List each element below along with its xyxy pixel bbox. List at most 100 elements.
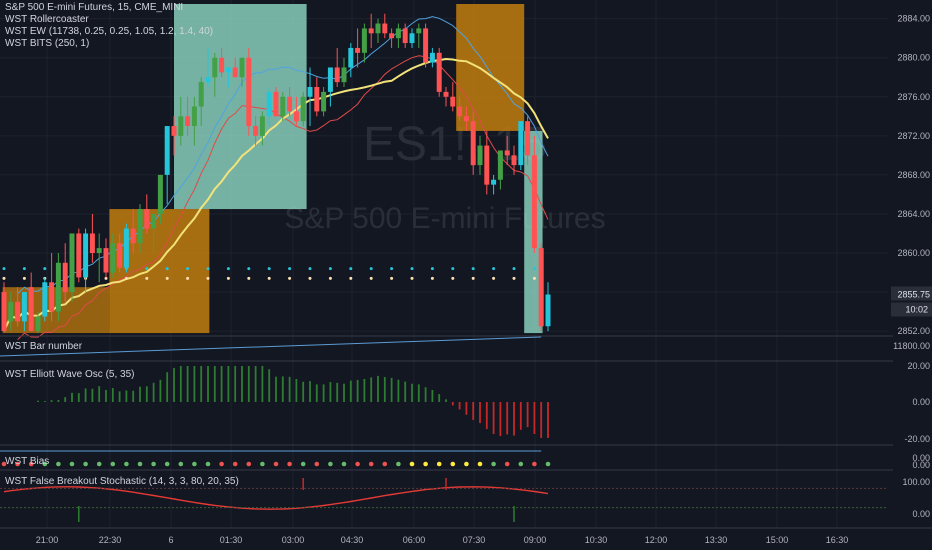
legend-ew[interactable]: WST EW (11738, 0.25, 0.25, 1.05, 1.2, 1.…	[5, 26, 214, 37]
candle-body	[62, 262, 68, 293]
ew-center-line	[3, 57, 549, 332]
bits-dot-cream	[104, 276, 108, 280]
candle-body	[164, 126, 170, 175]
bits-dot-cyan	[247, 267, 251, 271]
candle-body	[497, 150, 503, 180]
time-tick-0: 21:00	[36, 535, 59, 545]
bits-dot-cyan	[451, 267, 455, 271]
candle-body	[151, 213, 157, 229]
time-tick-11: 13:30	[705, 535, 728, 545]
bits-dot-cyan	[226, 267, 230, 271]
candle-body	[409, 33, 415, 44]
candle-body	[123, 228, 129, 268]
bits-dot-cream	[186, 276, 190, 280]
symbol-title[interactable]: S&P 500 E-mini Futures, 15, CME_MINI	[5, 2, 184, 13]
bits-dot-cyan	[532, 267, 536, 271]
candle-body	[8, 301, 14, 322]
bits-dot-cyan	[308, 267, 312, 271]
candle-body	[232, 67, 238, 78]
candle-body	[491, 179, 497, 185]
bits-dot-cyan	[492, 267, 496, 271]
price-tick-5: 2864.00	[897, 209, 930, 219]
legend-stochastic[interactable]: WST False Breakout Stochastic (14, 3, 3,…	[5, 476, 239, 487]
bias-dot	[151, 461, 156, 467]
bias-dot	[15, 461, 20, 467]
bias-dot	[137, 461, 143, 467]
candle-body	[334, 67, 340, 83]
bits-dot-cream	[430, 276, 434, 280]
bias-dot	[423, 461, 428, 467]
candle-body	[545, 294, 551, 327]
candle-body	[361, 28, 367, 53]
bits-dot-cyan	[369, 267, 373, 271]
bits-dot-cream	[512, 276, 516, 280]
candle-body	[429, 52, 435, 63]
candle-body	[259, 116, 265, 136]
bias-dot	[396, 461, 401, 467]
candle-body	[518, 121, 524, 166]
bits-dot-cream	[410, 276, 414, 280]
bias-dot	[491, 461, 496, 467]
bits-dot-cream	[267, 276, 271, 280]
bias-dot	[1, 461, 7, 467]
price-tick-3: 2872.00	[897, 131, 930, 141]
price-axis-bg	[893, 0, 932, 528]
bias-dot	[205, 461, 211, 467]
candle-body	[525, 121, 531, 156]
bits-dot-cream	[349, 276, 353, 280]
bar-number-line	[0, 336, 542, 357]
candle-body	[307, 87, 313, 97]
bits-dot-cream	[226, 276, 230, 280]
bias-dot	[42, 461, 48, 467]
candle-body	[504, 150, 510, 156]
time-tick-8: 09:00	[524, 535, 547, 545]
stoch-tick-0: 0.00	[912, 509, 930, 519]
bits-dot-cyan	[22, 267, 26, 271]
legend-bias[interactable]: WST Bias	[5, 456, 50, 467]
bias-tick-1: 0.00	[912, 460, 930, 470]
price-tick-2: 2876.00	[897, 92, 930, 102]
bits-dot-cream	[308, 276, 312, 280]
candle-body	[375, 23, 381, 34]
candle-body	[477, 145, 483, 166]
bias-dot	[96, 461, 102, 467]
legend-bits[interactable]: WST BITS (250, 1)	[5, 38, 90, 49]
bits-dot-cyan	[165, 267, 169, 271]
band-1	[109, 209, 210, 334]
legend-elliott-osc[interactable]: WST Elliott Wave Osc (5, 35)	[5, 369, 135, 380]
candle-body	[293, 111, 299, 122]
price-tick-0: 2884.00	[897, 14, 930, 24]
bits-dot-cyan	[410, 267, 414, 271]
candle-body	[287, 96, 293, 112]
bits-dot-cream	[288, 276, 292, 280]
time-tick-6: 06:00	[403, 535, 426, 545]
time-tick-9: 10:30	[585, 535, 608, 545]
candle-body	[185, 116, 191, 127]
bits-dot-cream	[451, 276, 455, 280]
candle-body	[321, 91, 327, 112]
bias-dot	[246, 461, 252, 467]
candle-body	[368, 28, 374, 34]
bias-dot	[532, 461, 537, 467]
legend-bar-number[interactable]: WST Bar number	[5, 341, 83, 352]
candle-body	[253, 126, 259, 136]
candle-body	[117, 243, 123, 268]
candle-body	[69, 233, 75, 293]
bias-dot	[409, 461, 415, 467]
candle-body	[416, 28, 422, 34]
candle-body	[314, 87, 320, 112]
bits-dot-cyan	[267, 267, 271, 271]
candle-body	[83, 233, 89, 278]
price-tick-1: 2880.00	[897, 53, 930, 63]
candle-body	[423, 28, 429, 63]
candle-body	[382, 23, 388, 34]
indicator-panes	[0, 335, 932, 522]
candle-body	[144, 209, 150, 229]
bits-dot-cyan	[145, 267, 149, 271]
bits-dot-cream	[206, 276, 210, 280]
price-tick-8: 2852.00	[897, 326, 930, 336]
candle-body	[389, 33, 395, 39]
candle-body	[436, 52, 442, 92]
legend-rollercoaster[interactable]: WST Rollercoaster	[5, 14, 89, 25]
